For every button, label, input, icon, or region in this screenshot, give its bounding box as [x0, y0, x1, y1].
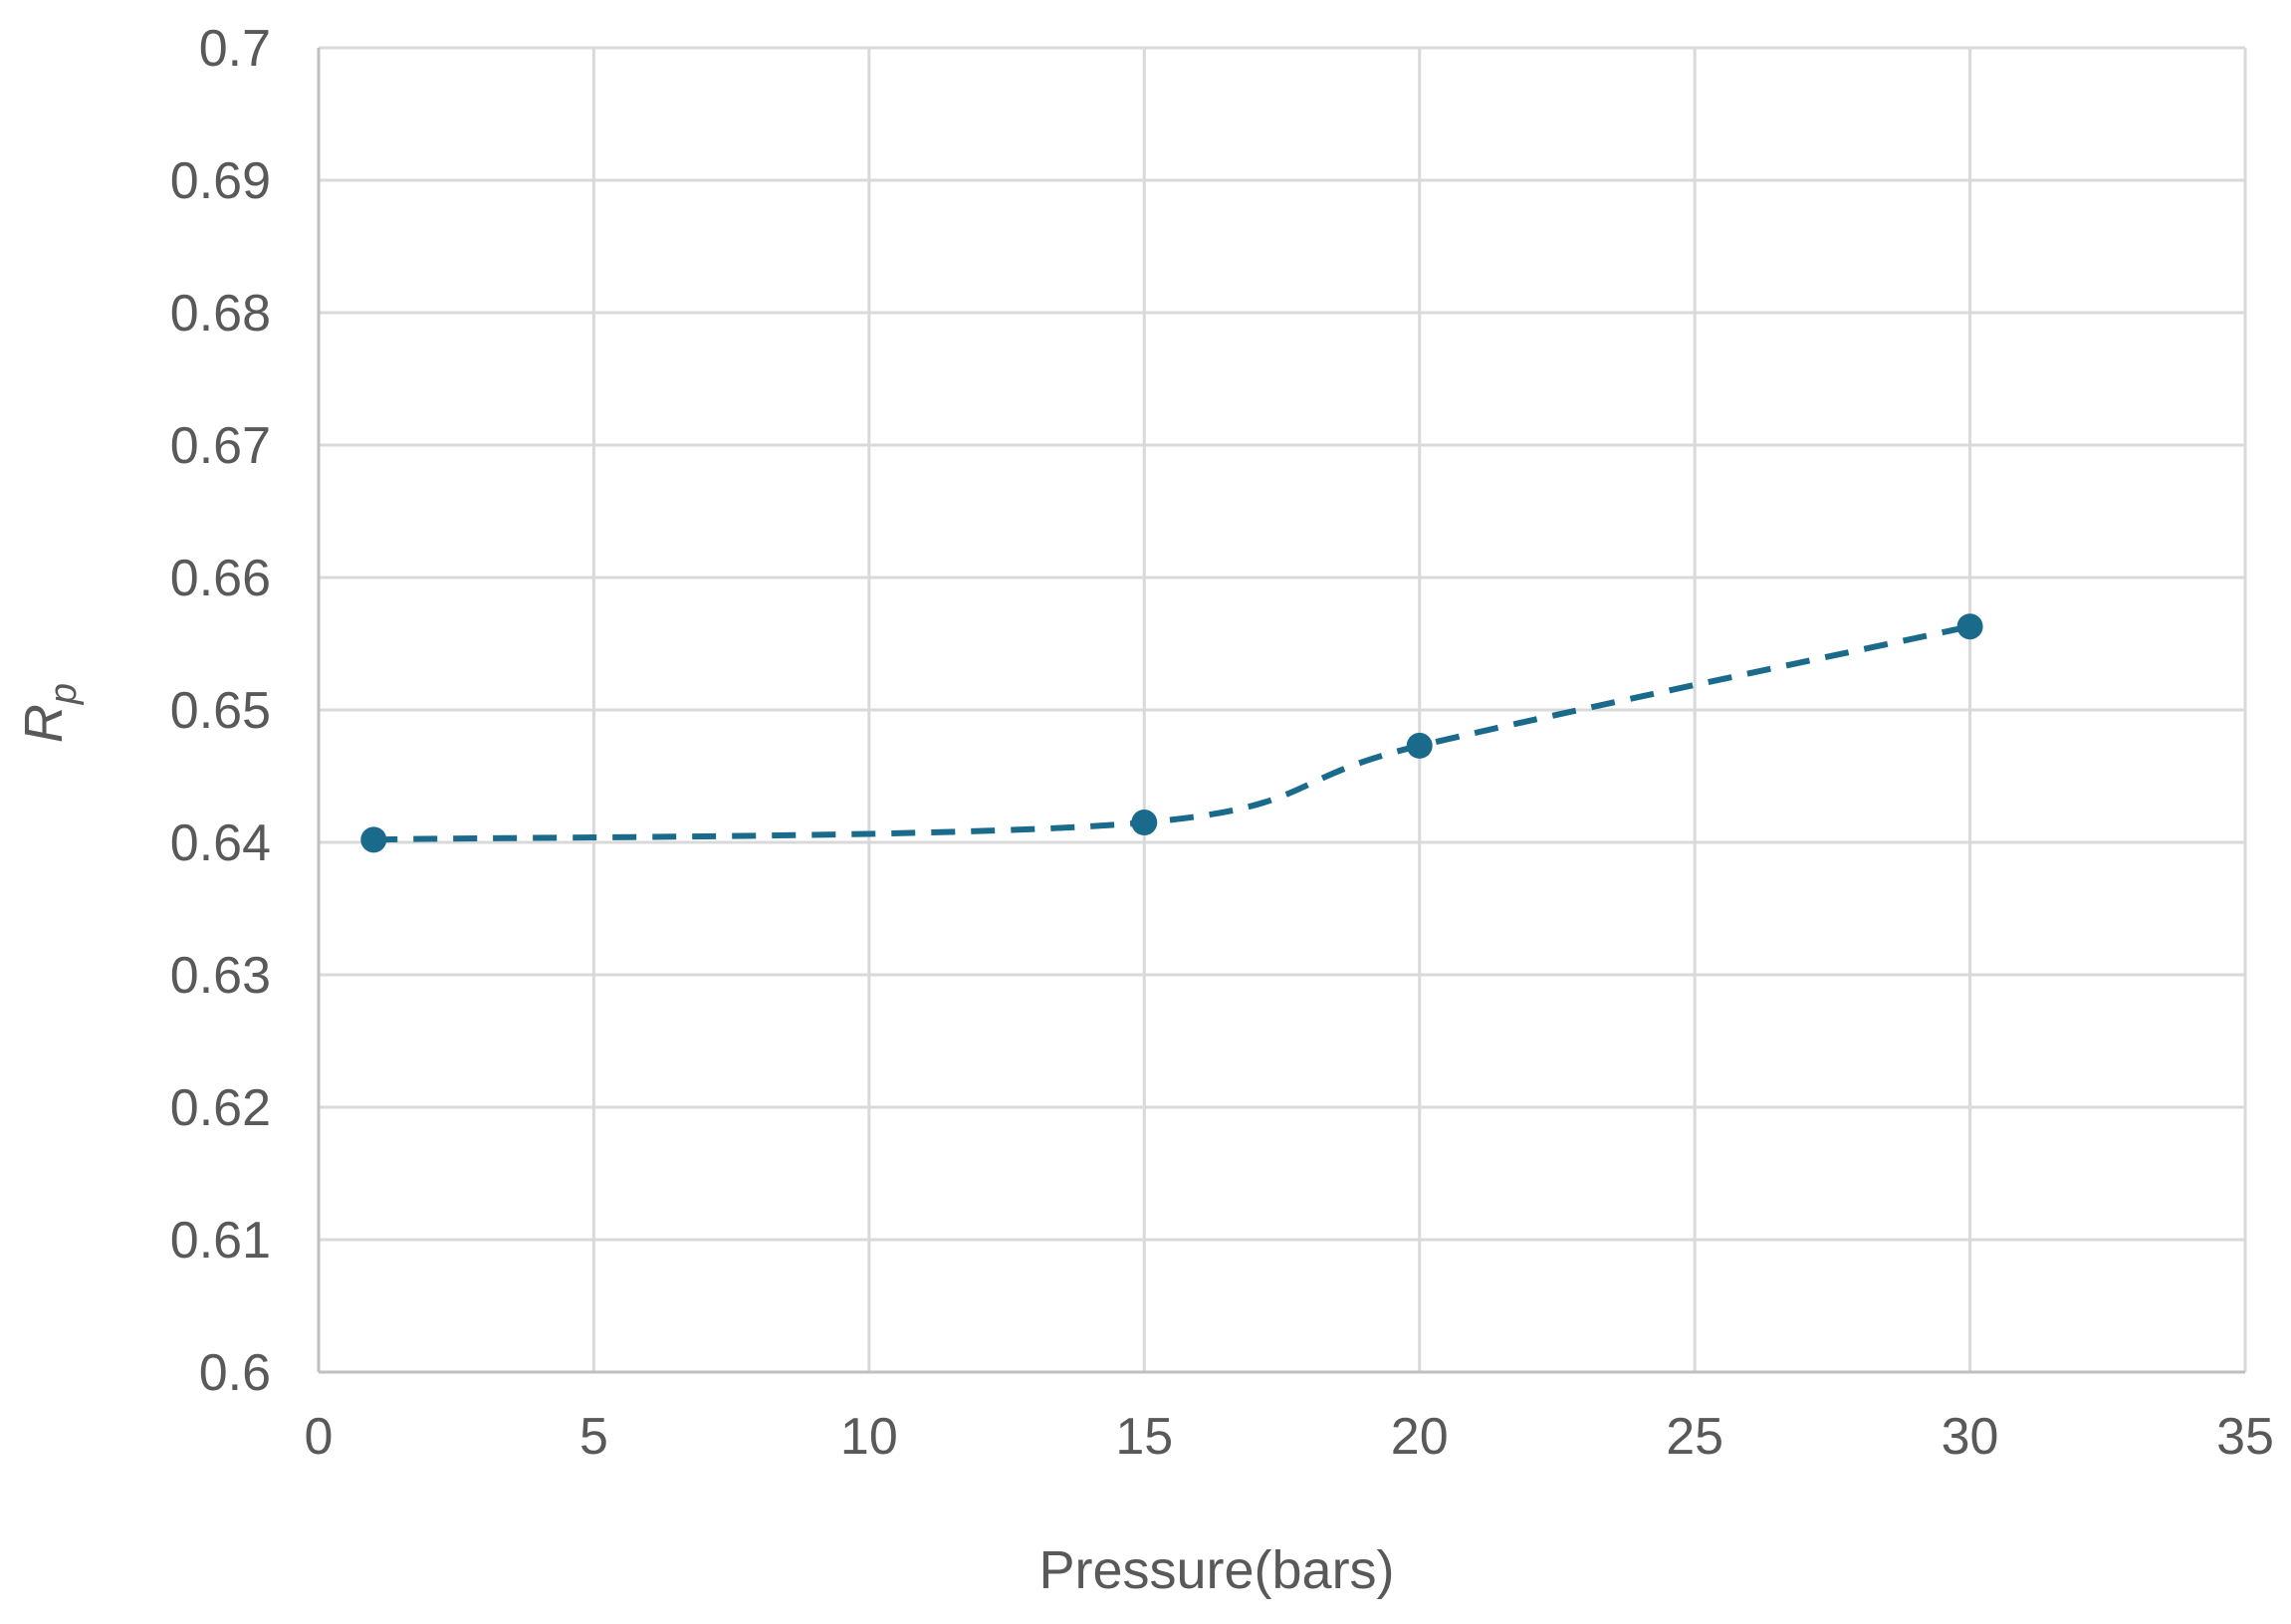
y-axis-title-subscript: p: [43, 683, 85, 705]
series-line: [373, 623, 1971, 843]
grid-lines: [319, 46, 2247, 1372]
y-tick-labels: 0.6 0.61 0.62 0.63 0.64 0.65 0.66 0.67 0.68 0.69 0…: [170, 20, 271, 1402]
y-tick-label: 0.7: [199, 20, 271, 78]
x-tick-labels: 0 5 10 15 20 25 30 35: [305, 1408, 2274, 1466]
x-tick-label: 25: [1666, 1408, 1723, 1466]
data-point: [1131, 810, 1158, 836]
y-tick-label: 0.69: [170, 152, 271, 210]
data-point: [1406, 732, 1433, 759]
y-tick-label: 0.66: [170, 550, 271, 607]
y-axis-title: Rp: [14, 683, 85, 743]
x-tick-label: 0: [305, 1408, 334, 1466]
x-tick-label: 20: [1391, 1408, 1449, 1466]
y-axis-title-main: R: [14, 704, 74, 743]
y-tick-label: 0.61: [170, 1212, 271, 1270]
x-tick-label: 35: [2216, 1408, 2274, 1466]
data-series: [360, 613, 1983, 853]
x-tick-label: 5: [579, 1408, 608, 1466]
y-tick-label: 0.65: [170, 682, 271, 740]
x-tick-label: 30: [1942, 1408, 1999, 1466]
data-point: [1956, 613, 1983, 640]
y-tick-label: 0.67: [170, 417, 271, 475]
x-tick-label: 10: [840, 1408, 898, 1466]
y-tick-label: 0.6: [199, 1344, 271, 1402]
data-point: [360, 826, 387, 853]
y-tick-label: 0.63: [170, 947, 271, 1005]
y-tick-label: 0.62: [170, 1079, 271, 1137]
axes: [317, 48, 2245, 1374]
x-axis-title: Pressure(bars): [1038, 1540, 1394, 1600]
x-tick-label: 15: [1115, 1408, 1173, 1466]
y-tick-label: 0.64: [170, 814, 271, 872]
y-tick-label: 0.68: [170, 285, 271, 343]
